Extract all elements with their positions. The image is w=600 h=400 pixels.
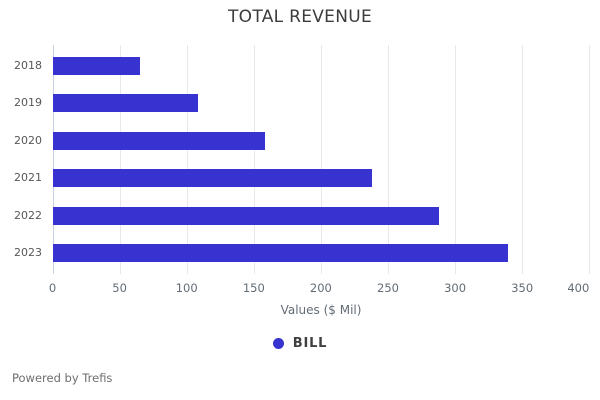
chart-title: TOTAL REVENUE (227, 7, 373, 27)
y-tick-label: 2023 (14, 246, 42, 260)
y-tick-label: 2018 (14, 58, 42, 72)
x-tick-label: 300 (444, 281, 467, 295)
x-tick-label: 100 (175, 281, 198, 295)
gridline (253, 45, 255, 274)
legend-dot-icon (272, 337, 284, 349)
x-tick-label: 400 (567, 281, 590, 295)
y-tick-label: 2020 (14, 133, 42, 147)
bar-2018[interactable] (53, 56, 141, 75)
x-tick-label: 350 (511, 281, 534, 295)
bar-2023[interactable] (53, 244, 508, 263)
bar-2022[interactable] (53, 206, 440, 225)
gridline (186, 45, 188, 274)
gridline (119, 45, 121, 274)
bar-2020[interactable] (53, 131, 266, 150)
bar-2021[interactable] (53, 169, 373, 188)
y-tick-label: 2019 (14, 96, 42, 110)
gridline (522, 45, 524, 274)
gridline (589, 45, 591, 274)
x-axis-title: Values ($ Mil) (280, 303, 362, 317)
x-tick-label: 0 (48, 281, 57, 295)
x-tick-label: 50 (112, 281, 127, 295)
x-tick-label: 200 (309, 281, 332, 295)
footer-credit: Powered by Trefis (12, 371, 113, 385)
gridline (320, 45, 322, 274)
bar-2019[interactable] (53, 94, 198, 113)
x-tick-label: 150 (242, 281, 265, 295)
x-tick-label: 250 (377, 281, 399, 295)
gridline (52, 45, 54, 274)
legend-item-bill[interactable]: BILL (0, 335, 600, 351)
legend-label: BILL (292, 335, 328, 351)
y-tick-label: 2022 (14, 208, 42, 222)
gridline (455, 45, 457, 274)
gridline (388, 45, 389, 274)
y-tick-label: 2021 (14, 171, 42, 185)
